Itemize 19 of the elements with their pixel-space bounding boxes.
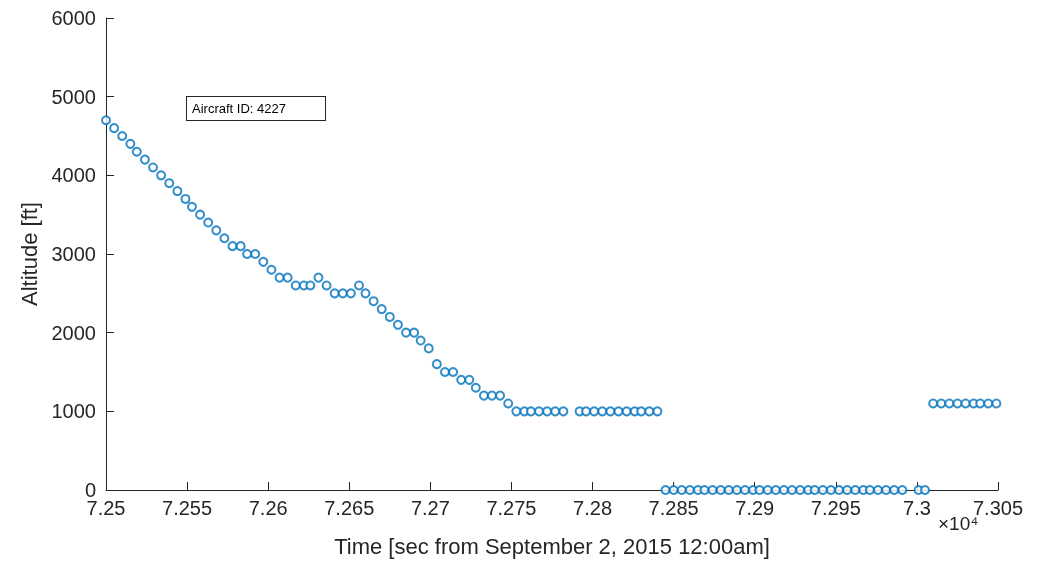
y-tick-label: 6000 <box>51 7 96 29</box>
x-tick-label: 7.26 <box>248 497 288 519</box>
x-tick-label: 7.27 <box>410 497 450 519</box>
x-tick-label: 7.295 <box>810 497 861 519</box>
y-tick-label: 3000 <box>51 243 96 265</box>
x-tick-label: 7.265 <box>324 497 375 519</box>
x-tick-label: 7.285 <box>648 497 699 519</box>
x-tick-label: 7.275 <box>486 497 537 519</box>
x-tick-label: 7.29 <box>735 497 775 519</box>
y-axis-title: Altitude [ft] <box>17 202 43 306</box>
x-tick-label: 7.255 <box>162 497 213 519</box>
x-tick-label: 7.3 <box>903 497 931 519</box>
y-tick-label: 5000 <box>51 85 96 108</box>
x-axis-title: Time [sec from September 2, 2015 12:00am] <box>334 533 770 559</box>
y-tick-label: 2000 <box>51 321 96 344</box>
x-tick-label: 7.28 <box>573 497 613 519</box>
y-tick-label: 1000 <box>51 400 96 423</box>
label-box: Aircraft ID: 4227 <box>186 96 326 121</box>
y-tick-label: 4000 <box>51 164 96 187</box>
